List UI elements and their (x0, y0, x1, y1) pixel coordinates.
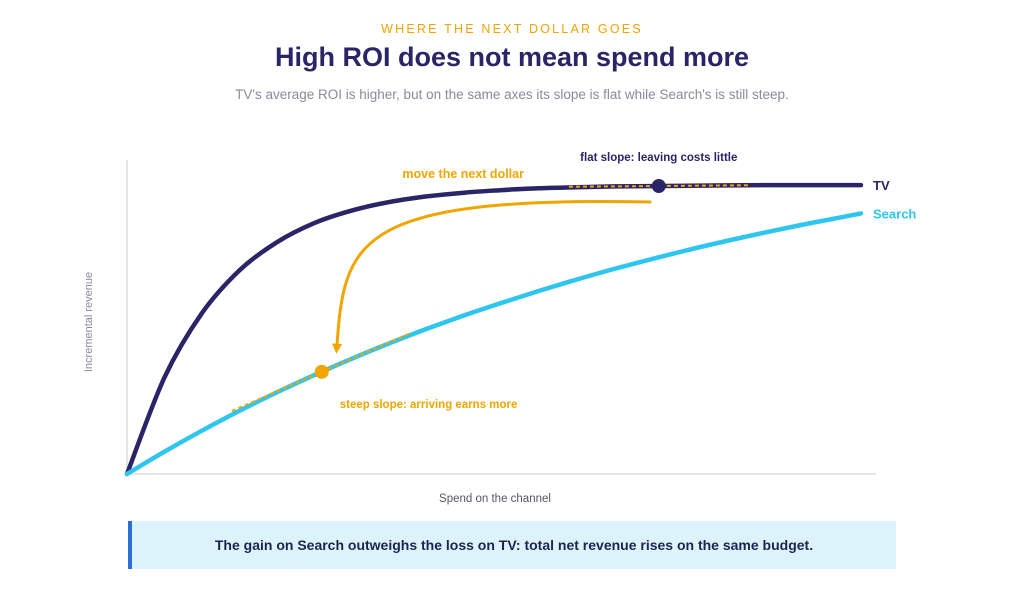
callout-text: The gain on Search outweighs the loss on… (214, 537, 814, 553)
y-axis-label: Incremental revenue (83, 272, 95, 372)
arrow-label: move the next dollar (402, 167, 524, 181)
search-series-line (124, 211, 864, 477)
page-title: High ROI does not mean spend more (274, 42, 750, 72)
tv-marker-label: flat slope: leaving costs little (580, 152, 737, 164)
move-dollar-arrow (332, 200, 652, 354)
eyebrow-label: WHERE THE NEXT DOLLAR GOES (381, 22, 643, 36)
page-subtitle: TV's average ROI is higher, but on the s… (235, 87, 789, 102)
tv-marker-dot (651, 178, 666, 193)
search-series-label: Search (873, 206, 916, 221)
tv-series-label: TV (873, 178, 890, 193)
tv-series-line (124, 182, 864, 477)
search-marker-dot (314, 364, 329, 379)
callout-banner: The gain on Search outweighs the loss on… (128, 521, 896, 569)
x-axis-label: Spend on the channel (439, 493, 551, 505)
tv-tangent-line (568, 184, 749, 188)
search-marker-label: steep slope: arriving earns more (340, 399, 518, 411)
